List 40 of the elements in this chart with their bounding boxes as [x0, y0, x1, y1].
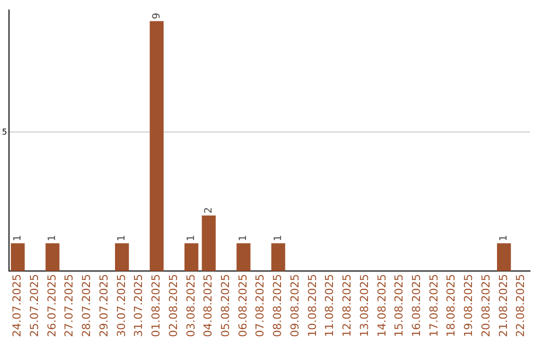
x-tick-label: 11.08.2025: [323, 274, 336, 338]
x-tick-label: 10.08.2025: [306, 274, 319, 338]
x-tick-label: 26.07.2025: [45, 274, 58, 338]
x-tick-label: 05.08.2025: [218, 274, 232, 338]
x-tick-label: 25.07.2025: [28, 274, 41, 338]
data-label: 9: [151, 12, 162, 20]
x-tick-label: 08.08.2025: [271, 274, 284, 338]
x-tick-label: 30.07.2025: [114, 274, 128, 338]
y-tick-label: 5: [2, 127, 8, 136]
data-label: 1: [272, 234, 284, 242]
x-tick-label: 28.07.2025: [80, 274, 94, 338]
x-tick-label: 12.08.2025: [340, 274, 354, 338]
x-tick-label: 17.08.2025: [427, 274, 440, 338]
x-tick-label: 22.08.2025: [514, 274, 528, 338]
x-tick-label: 15.08.2025: [392, 274, 406, 338]
data-label: 1: [498, 234, 510, 242]
data-label: 2: [203, 207, 214, 214]
x-tick-label: 24.07.2025: [10, 274, 24, 338]
data-label: 1: [47, 234, 58, 242]
x-tick-label: 31.07.2025: [132, 274, 146, 338]
x-tick-label: 02.08.2025: [166, 274, 180, 338]
x-tick-label: 01.08.2025: [150, 274, 163, 338]
data-label: 1: [116, 234, 128, 242]
data-label: 1: [12, 234, 24, 242]
x-tick-label: 06.08.2025: [236, 274, 250, 338]
x-tick-label: 14.08.2025: [375, 274, 388, 338]
x-tick-label: 18.08.2025: [444, 274, 458, 338]
x-tick-label: 16.08.2025: [410, 274, 423, 338]
x-tick-label: 04.08.2025: [202, 274, 215, 338]
x-tick-label: 20.08.2025: [479, 274, 492, 338]
x-tick-label: 09.08.2025: [288, 274, 302, 338]
x-tick-label: 13.08.2025: [358, 274, 371, 338]
x-tick-label: 19.08.2025: [462, 274, 476, 338]
data-label: 1: [186, 234, 197, 242]
x-tick-label: 21.08.2025: [496, 274, 510, 338]
x-tick-label: 29.07.2025: [97, 274, 110, 338]
x-tick-label: 27.07.2025: [62, 274, 76, 338]
x-tick-label: 03.08.2025: [184, 274, 198, 338]
data-label: 1: [238, 234, 250, 242]
x-tick-label: 07.08.2025: [254, 274, 267, 338]
